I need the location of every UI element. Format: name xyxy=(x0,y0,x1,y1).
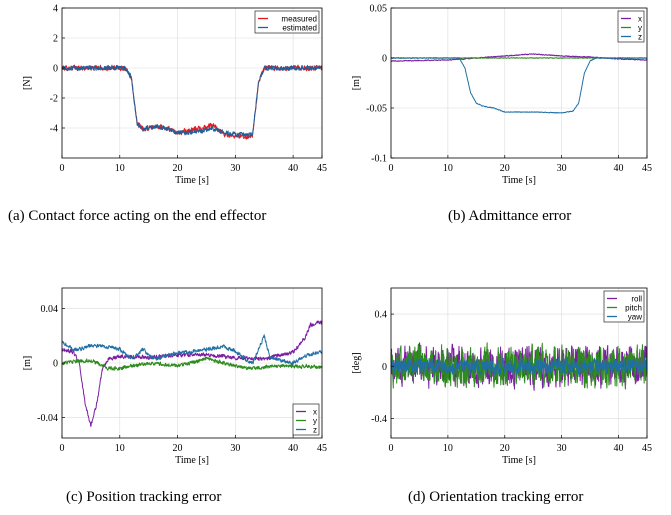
plot-frame xyxy=(390,7,648,159)
y-tick-label: 0.05 xyxy=(370,4,388,15)
x-tick-label: 45 xyxy=(642,163,652,174)
series-line-y xyxy=(61,356,323,371)
chart-b: 0 10 20 30 40 45 0.05 0 -0.05 -0.1 Time [s] [m] xyz xyxy=(351,4,652,187)
legend-label-estimated: estimated xyxy=(282,24,317,33)
series-line-z xyxy=(61,334,323,365)
x-axis-label: Time [s] xyxy=(502,175,536,186)
caption-d: (d) Orientation tracking error xyxy=(408,489,584,505)
x-tick-label: 10 xyxy=(115,443,125,454)
y-tick-label: -0.4 xyxy=(371,414,387,425)
chart-c: 0 10 20 30 40 45 0.04 0 -0.04 Time [s] [m] xyz xyxy=(22,287,327,466)
caption-b: (b) Admittance error xyxy=(448,208,572,224)
x-tick-label: 0 xyxy=(389,163,394,174)
x-tick-label: 20 xyxy=(173,163,183,174)
series-line-z xyxy=(390,57,648,114)
y-tick-label: 0 xyxy=(382,362,387,373)
legend-label-yaw: yaw xyxy=(628,313,642,322)
x-tick-label: 30 xyxy=(230,443,240,454)
x-tick-label: 45 xyxy=(317,163,327,174)
x-tick-label: 0 xyxy=(389,443,394,454)
x-tick-label: 40 xyxy=(614,163,624,174)
y-tick-label: -4 xyxy=(50,124,58,135)
legend-label-y: y xyxy=(313,417,317,426)
y-tick-label: 0.4 xyxy=(375,310,388,321)
series-line-yaw xyxy=(390,356,648,377)
legend-label-x: x xyxy=(638,15,642,24)
x-tick-label: 10 xyxy=(443,163,453,174)
x-tick-label: 0 xyxy=(60,163,65,174)
plot-frame xyxy=(61,7,323,159)
y-axis-label: [m] xyxy=(351,76,362,90)
x-tick-label: 30 xyxy=(557,443,567,454)
x-tick-label: 30 xyxy=(557,163,567,174)
legend-label-z: z xyxy=(638,33,642,42)
x-tick-label: 0 xyxy=(60,443,65,454)
x-tick-label: 45 xyxy=(642,443,652,454)
y-tick-label: -0.05 xyxy=(366,104,387,115)
y-axis-label: [deg] xyxy=(351,352,362,373)
legend-label-roll: roll xyxy=(631,295,642,304)
y-axis-label: [m] xyxy=(22,356,33,370)
x-tick-label: 20 xyxy=(500,163,510,174)
x-tick-label: 10 xyxy=(443,443,453,454)
legend-box xyxy=(254,10,320,34)
y-tick-label: -0.04 xyxy=(37,413,58,424)
y-tick-label: 4 xyxy=(53,4,58,15)
y-tick-label: 0.04 xyxy=(41,304,59,315)
legend-label-pitch: pitch xyxy=(625,304,642,313)
x-tick-label: 40 xyxy=(288,163,298,174)
legend: xyz xyxy=(292,403,320,436)
x-tick-label: 10 xyxy=(115,163,125,174)
y-tick-label: 2 xyxy=(53,34,58,45)
y-tick-label: 0 xyxy=(53,64,58,75)
legend-label-measured: measured xyxy=(281,15,317,24)
series-line-estimated xyxy=(61,64,323,138)
y-tick-label: -2 xyxy=(50,94,58,105)
caption-c: (c) Position tracking error xyxy=(66,489,222,505)
legend-label-y: y xyxy=(638,24,642,33)
x-tick-label: 45 xyxy=(317,443,327,454)
x-tick-label: 20 xyxy=(500,443,510,454)
x-axis-label: Time [s] xyxy=(502,455,536,466)
x-axis-label: Time [s] xyxy=(175,175,209,186)
plot-frame xyxy=(390,287,648,439)
y-tick-label: 0 xyxy=(382,54,387,65)
legend-label-z: z xyxy=(313,426,317,435)
series-line-x xyxy=(61,320,323,428)
x-tick-label: 40 xyxy=(614,443,624,454)
y-tick-label: -0.1 xyxy=(371,154,387,165)
y-tick-label: 0 xyxy=(53,359,58,370)
chart-d: 0 10 20 30 40 45 0.4 0 -0.4 Time [s] [deg] rollpitc… xyxy=(351,287,652,466)
x-tick-label: 30 xyxy=(230,163,240,174)
caption-a: (a) Contact force acting on the end effe… xyxy=(8,208,267,224)
grid xyxy=(390,7,648,159)
x-axis-label: Time [s] xyxy=(175,455,209,466)
x-tick-label: 20 xyxy=(173,443,183,454)
y-axis-label: [N] xyxy=(22,76,33,90)
legend: xyz xyxy=(617,10,645,43)
x-tick-label: 40 xyxy=(288,443,298,454)
legend-label-x: x xyxy=(313,408,317,417)
